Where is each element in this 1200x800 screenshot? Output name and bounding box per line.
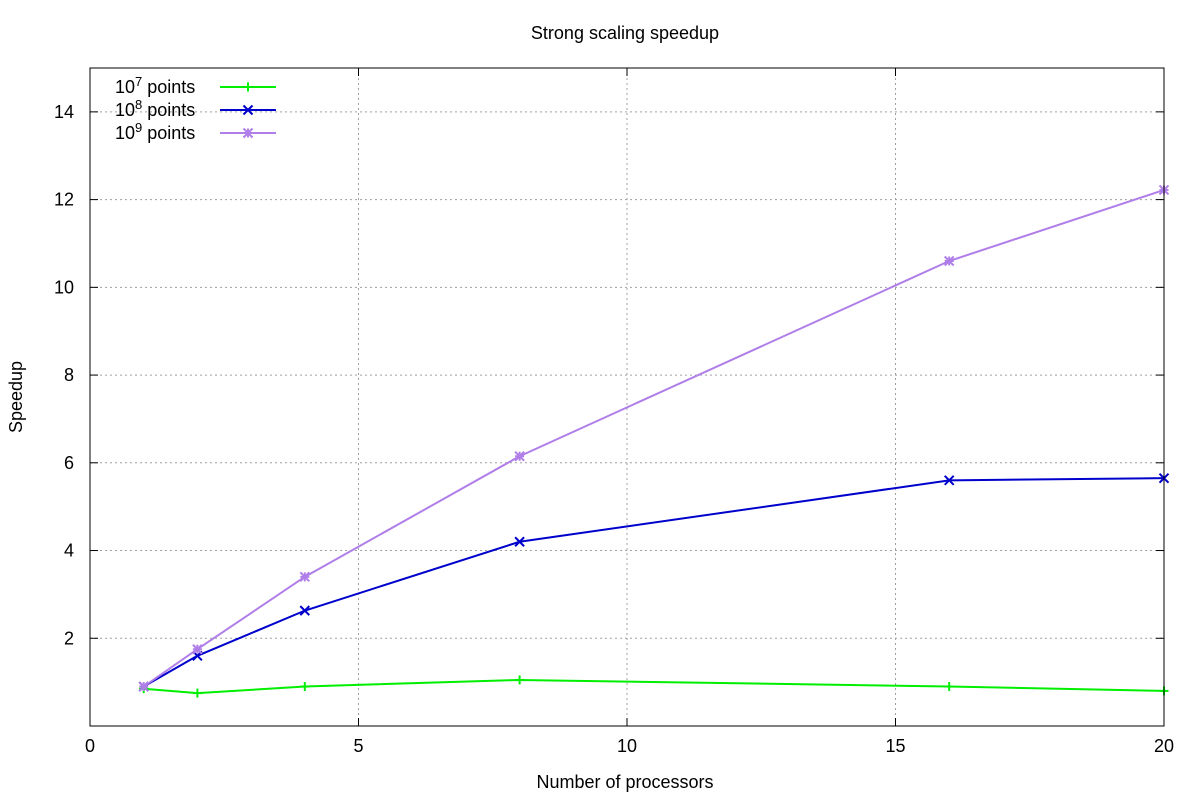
data-point [299,605,311,616]
chart-title: Strong scaling speedup [531,23,719,43]
y-tick-label: 4 [64,541,74,561]
data-point [299,571,311,583]
series-lines [138,184,1170,698]
x-tick-label: 15 [885,736,905,756]
legend-marker [243,82,253,92]
data-point [192,644,203,655]
axes: 0 5 10 15 20 2 4 6 8 10 12 14 [54,68,1174,756]
data-point [515,675,525,685]
legend-marker [242,104,254,116]
data-point [944,682,954,692]
x-tick-label: 20 [1154,736,1174,756]
data-point [943,255,955,267]
series-line-3 [143,188,1165,688]
y-tick-label: 10 [54,277,74,297]
legend-label: 109 points [115,120,195,143]
data-point [300,682,310,692]
y-tick-label: 8 [64,365,74,385]
x-tick-label: 5 [353,736,363,756]
y-tick-label: 6 [64,453,74,473]
x-tick-label: 10 [617,736,637,756]
data-point [192,688,202,698]
y-tick-label: 14 [54,102,74,122]
data-point [943,475,955,486]
data-point [514,536,525,547]
y-axis-label: Speedup [6,361,26,433]
legend-label: 108 points [115,97,195,120]
y-tick-label: 12 [54,190,74,210]
x-axis-label: Number of processors [536,772,713,792]
series-line-2 [143,477,1165,688]
series-line-1 [143,678,1165,695]
legend-label: 107 points [115,74,195,97]
data-point [514,451,525,462]
grid [90,68,1164,726]
plot-frame [89,67,1165,727]
y-tick-label: 2 [64,628,74,648]
data-point [138,681,149,692]
x-tick-label: 0 [85,736,95,756]
legend-marker [242,127,254,139]
